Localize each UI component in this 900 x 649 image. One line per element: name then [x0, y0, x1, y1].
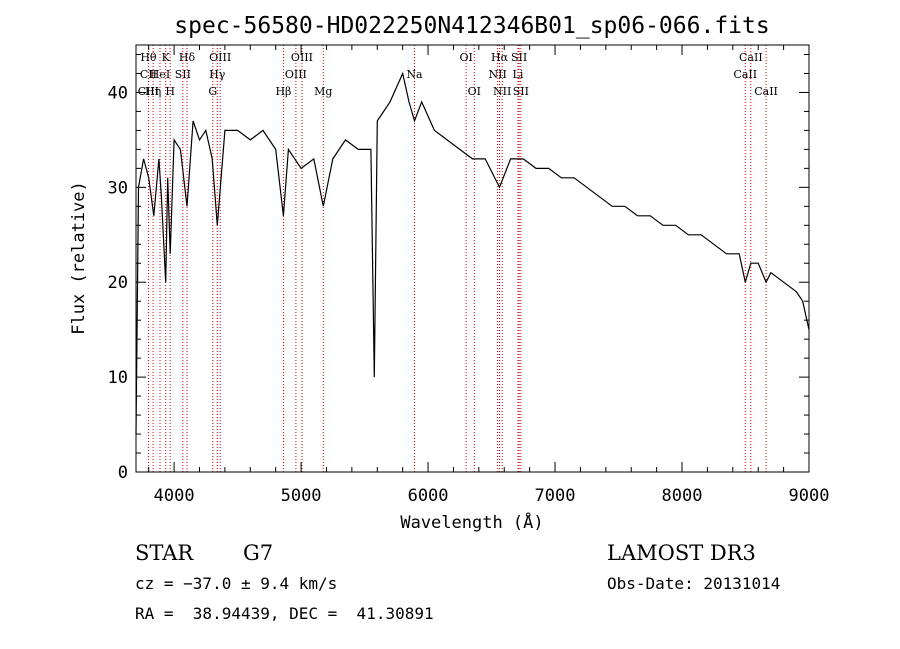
- line-marker-label: NII: [488, 68, 506, 81]
- y-tick-label: 0: [118, 463, 128, 483]
- line-marker-label: Hθ: [140, 51, 157, 64]
- y-axis: 0 10 20 30 40: [108, 53, 809, 483]
- line-marker-label: G: [208, 85, 217, 98]
- survey-name: LAMOST DR3: [607, 541, 756, 565]
- line-marker-label: Mg: [314, 85, 332, 98]
- line-marker-label: CaII: [754, 85, 778, 98]
- x-tick-label: 7000: [535, 486, 576, 506]
- redshift-cz: cz = −37.0 ± 9.4 km/s: [135, 574, 337, 593]
- object-subclass: G7: [243, 541, 273, 565]
- line-marker-label: Hγ: [209, 68, 226, 81]
- x-tick-label: 8000: [662, 486, 703, 506]
- line-marker-label: CaII: [733, 68, 757, 81]
- object-class: STAR: [135, 541, 194, 565]
- chart-title: spec-56580-HD022250N412346B01_sp06-066.f…: [174, 13, 769, 39]
- line-marker-label: OI: [459, 51, 472, 64]
- x-axis: 4000 5000 6000 7000 8000 9000: [148, 45, 830, 506]
- spectrum-series-line: [135, 71, 810, 435]
- y-tick-label: 30: [108, 178, 128, 198]
- y-tick-label: 20: [108, 273, 128, 293]
- coordinates: RA = 38.94439, DEC = 41.30891: [135, 604, 434, 623]
- line-marker-label: OIII: [291, 51, 313, 64]
- y-tick-label: 10: [108, 368, 128, 388]
- line-marker-label: NII: [493, 85, 511, 98]
- line-marker-label: K: [162, 51, 171, 64]
- line-marker-label: OI: [468, 85, 481, 98]
- line-marker-label: SII: [175, 68, 191, 81]
- line-marker-label: OIII: [285, 68, 307, 81]
- observation-date: Obs-Date: 20131014: [607, 574, 780, 593]
- spectral-line-markers: [147, 45, 767, 472]
- x-tick-label: 4000: [154, 486, 195, 506]
- line-marker-label: Hβ: [275, 85, 291, 98]
- line-marker-label: HeI: [150, 68, 170, 81]
- line-marker-label: CaII: [739, 51, 763, 64]
- line-marker-label: H: [165, 85, 175, 98]
- x-tick-label: 9000: [789, 486, 830, 506]
- line-marker-label: Hδ: [179, 51, 196, 64]
- x-tick-label: 6000: [408, 486, 449, 506]
- x-axis-label: Wavelength (Å): [400, 511, 543, 533]
- line-marker-label: Hα: [491, 51, 509, 64]
- y-axis-label: Flux (relative): [69, 181, 89, 335]
- plot-frame: [135, 44, 810, 473]
- line-marker-label: CIII: [138, 85, 159, 98]
- x-tick-label: 5000: [281, 486, 322, 506]
- line-marker-label: SII: [513, 85, 529, 98]
- line-marker-label: Na: [406, 68, 423, 81]
- line-marker-label: CII: [140, 68, 157, 81]
- line-marker-label: OIII: [209, 51, 231, 64]
- line-marker-label: Hη: [145, 85, 161, 98]
- y-tick-label: 40: [108, 83, 128, 103]
- line-marker-label: Li: [513, 68, 524, 81]
- line-marker-label: SII: [511, 51, 527, 64]
